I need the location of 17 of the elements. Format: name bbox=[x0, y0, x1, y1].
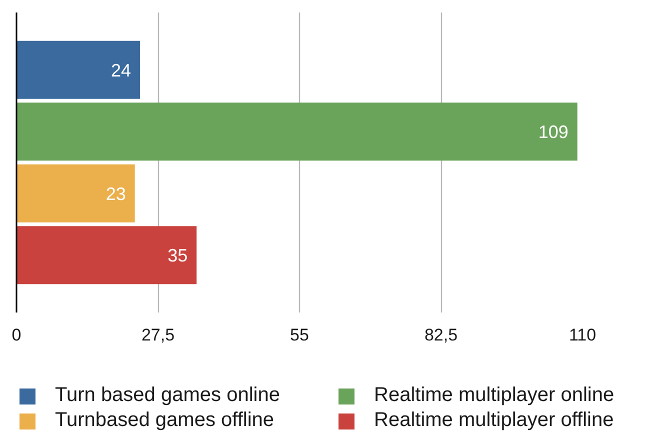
data-label: 23 bbox=[106, 184, 126, 204]
x-tick-label: 82,5 bbox=[424, 326, 458, 344]
x-tick-label: 55 bbox=[290, 326, 309, 344]
bar bbox=[16, 40, 140, 99]
bar bbox=[16, 226, 197, 284]
data-label: 35 bbox=[168, 246, 188, 266]
legend-label: Turnbased games offline bbox=[55, 409, 276, 432]
bar bbox=[16, 102, 578, 161]
x-tick-label: 0 bbox=[12, 326, 22, 344]
bar bbox=[16, 164, 135, 222]
data-label: 24 bbox=[110, 60, 131, 80]
legend-label: Realtime multiplayer online bbox=[374, 384, 616, 407]
x-tick-label: 27,5 bbox=[141, 326, 175, 344]
data-label: 109 bbox=[538, 122, 568, 142]
legend-label: Turn based games online bbox=[55, 384, 281, 407]
x-tick-label: 110 bbox=[568, 326, 596, 344]
legend-label: Realtime multiplayer offline bbox=[374, 409, 615, 432]
